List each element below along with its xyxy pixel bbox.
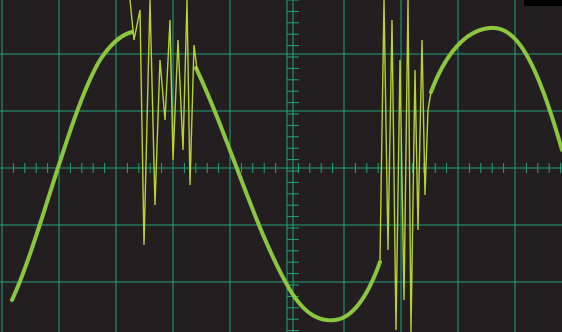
noise-burst-right xyxy=(379,0,432,332)
sine-trace-middle xyxy=(194,66,382,323)
sine-trace-right xyxy=(429,25,562,152)
sine-trace-left xyxy=(10,30,134,302)
noise-burst-left xyxy=(129,0,198,246)
corner-mark xyxy=(524,0,562,6)
